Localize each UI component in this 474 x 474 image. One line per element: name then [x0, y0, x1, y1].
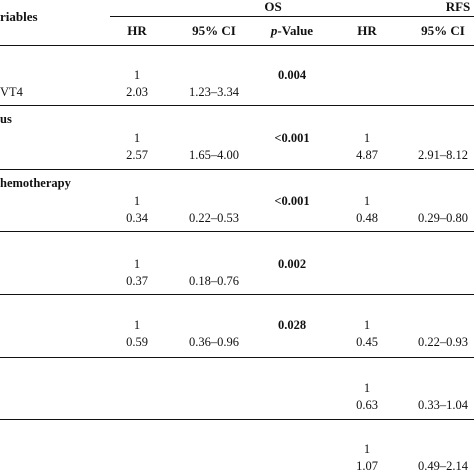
os-ci-cell: 0.22–0.53 [189, 211, 239, 225]
variables-header: riables [0, 9, 38, 24]
os-hr-header: HR [127, 23, 147, 38]
os-pvalue-header: p-Value [271, 24, 313, 38]
group-label: us [0, 112, 12, 126]
rfs-hr-header: HR [357, 23, 377, 38]
group-rule-4 [0, 294, 474, 295]
os-pvalue-cell: 0.002 [277, 257, 307, 271]
rfs-group-rule [340, 16, 474, 17]
os-ci-cell: 1.65–4.00 [189, 148, 239, 162]
group-rule-3 [0, 231, 474, 232]
os-ci-cell: 0.36–0.96 [189, 335, 239, 349]
rfs-ci-cell: 0.29–0.80 [418, 211, 468, 225]
group-rule-2 [0, 169, 474, 170]
group-rule-1 [0, 105, 474, 106]
os-pvalue-cell: <0.001 [274, 131, 310, 145]
rfs-ci-cell: 0.33–1.04 [418, 398, 468, 412]
os-hr-cell: 0.59 [126, 335, 148, 349]
row-label: VT4 [0, 85, 23, 99]
rfs-hr-cell: 1 [363, 442, 371, 456]
os-hr-cell: 2.03 [126, 85, 148, 99]
group-rule-5 [0, 357, 474, 358]
rfs-hr-cell: 1 [363, 381, 371, 395]
rfs-header: RFS [445, 0, 471, 14]
rfs-hr-cell: 0.48 [356, 211, 378, 225]
os-pvalue-cell: 0.004 [277, 68, 307, 82]
rfs-ci-cell: 2.91–8.12 [418, 148, 468, 162]
os-hr-cell: 0.34 [126, 211, 148, 225]
rfs-ci-header: 95% CI [421, 23, 465, 38]
rfs-hr-cell: 1 [363, 194, 371, 208]
os-header: OS [264, 0, 282, 14]
rfs-ci-cell: 0.22–0.93 [418, 335, 468, 349]
os-hr-cell: 1 [133, 257, 141, 271]
os-hr-cell: 1 [133, 194, 141, 208]
os-ci-header: 95% CI [192, 23, 236, 38]
value-suffix: -Value [277, 23, 314, 38]
rfs-hr-cell: 1 [363, 131, 371, 145]
rfs-hr-cell: 1 [363, 318, 371, 332]
p-letter: p [270, 23, 278, 38]
os-pvalue-cell: <0.001 [274, 194, 310, 208]
os-ci-cell: 0.18–0.76 [189, 274, 239, 288]
rfs-hr-cell: 4.87 [356, 148, 378, 162]
group-rule-6 [0, 419, 474, 420]
os-pvalue-cell: 0.028 [277, 318, 307, 332]
os-hr-cell: 0.37 [126, 274, 148, 288]
os-ci-cell: 1.23–3.34 [189, 85, 239, 99]
os-hr-cell: 1 [133, 68, 141, 82]
rfs-hr-cell: 1.07 [356, 459, 378, 473]
group-label: hemotherapy [0, 176, 71, 190]
os-hr-cell: 2.57 [126, 148, 148, 162]
header-rule [0, 45, 474, 46]
rfs-hr-cell: 0.63 [356, 398, 378, 412]
os-group-rule [110, 16, 440, 17]
rfs-ci-cell: 0.49–2.14 [418, 459, 468, 473]
os-hr-cell: 1 [133, 318, 141, 332]
rfs-hr-cell: 0.45 [356, 335, 378, 349]
os-hr-cell: 1 [133, 131, 141, 145]
